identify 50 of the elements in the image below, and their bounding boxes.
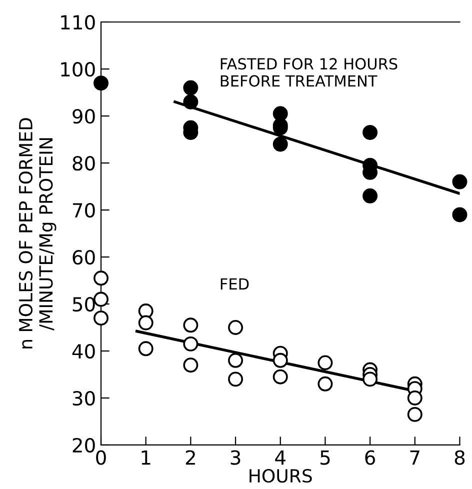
point <box>94 292 108 307</box>
point <box>228 352 244 368</box>
x-tick-label: 3 <box>230 450 240 465</box>
point <box>183 336 198 352</box>
point <box>452 174 468 190</box>
x-tick-label: 7 <box>410 450 420 465</box>
x-tick-label: 1 <box>142 450 150 465</box>
y-tick-label: 30 <box>72 390 95 406</box>
series-label: FASTED FOR 12 HOURS BEFORE TREATMENT <box>220 58 398 87</box>
x-axis-title: HOURS <box>250 468 312 483</box>
point <box>94 76 108 91</box>
x-tick-label: 4 <box>275 450 286 465</box>
point <box>362 372 378 387</box>
point <box>94 310 108 326</box>
point <box>272 369 288 384</box>
point <box>318 355 333 370</box>
point <box>362 188 378 204</box>
point <box>407 390 422 406</box>
point <box>183 94 198 110</box>
point <box>452 207 468 222</box>
y-tick-label: 110 <box>61 14 95 30</box>
point <box>183 358 198 373</box>
point <box>94 270 108 286</box>
y-tick-label: 70 <box>73 202 95 218</box>
point <box>272 352 288 368</box>
y-tick-label: 100 <box>61 62 95 77</box>
x-tick-label: 0 <box>96 450 106 465</box>
x-tick-label: 8 <box>454 450 465 465</box>
y-tick-label: 90 <box>72 108 95 124</box>
point <box>228 320 244 335</box>
point <box>138 304 154 319</box>
point <box>228 372 244 387</box>
y-tick-label: 50 <box>72 296 95 312</box>
y-tick-label: 80 <box>72 156 95 171</box>
x-tick-label: 5 <box>320 450 330 465</box>
x-tick-label: 2 <box>186 450 195 465</box>
point <box>272 136 288 152</box>
y-tick-label: 20 <box>72 438 95 453</box>
point <box>407 406 422 422</box>
point <box>183 318 198 333</box>
point <box>138 341 154 356</box>
text: FED <box>220 278 249 290</box>
point <box>362 124 378 140</box>
point <box>318 376 333 392</box>
point <box>183 80 198 96</box>
y-axis-title: n MOLES OF PEP FORMED /MINUTE/Mg PROTEIN <box>18 118 56 348</box>
point <box>138 315 154 330</box>
y-tick-label: 60 <box>72 250 95 265</box>
y-tick-label: 40 <box>72 344 95 359</box>
x-tick-label: 6 <box>365 450 376 465</box>
